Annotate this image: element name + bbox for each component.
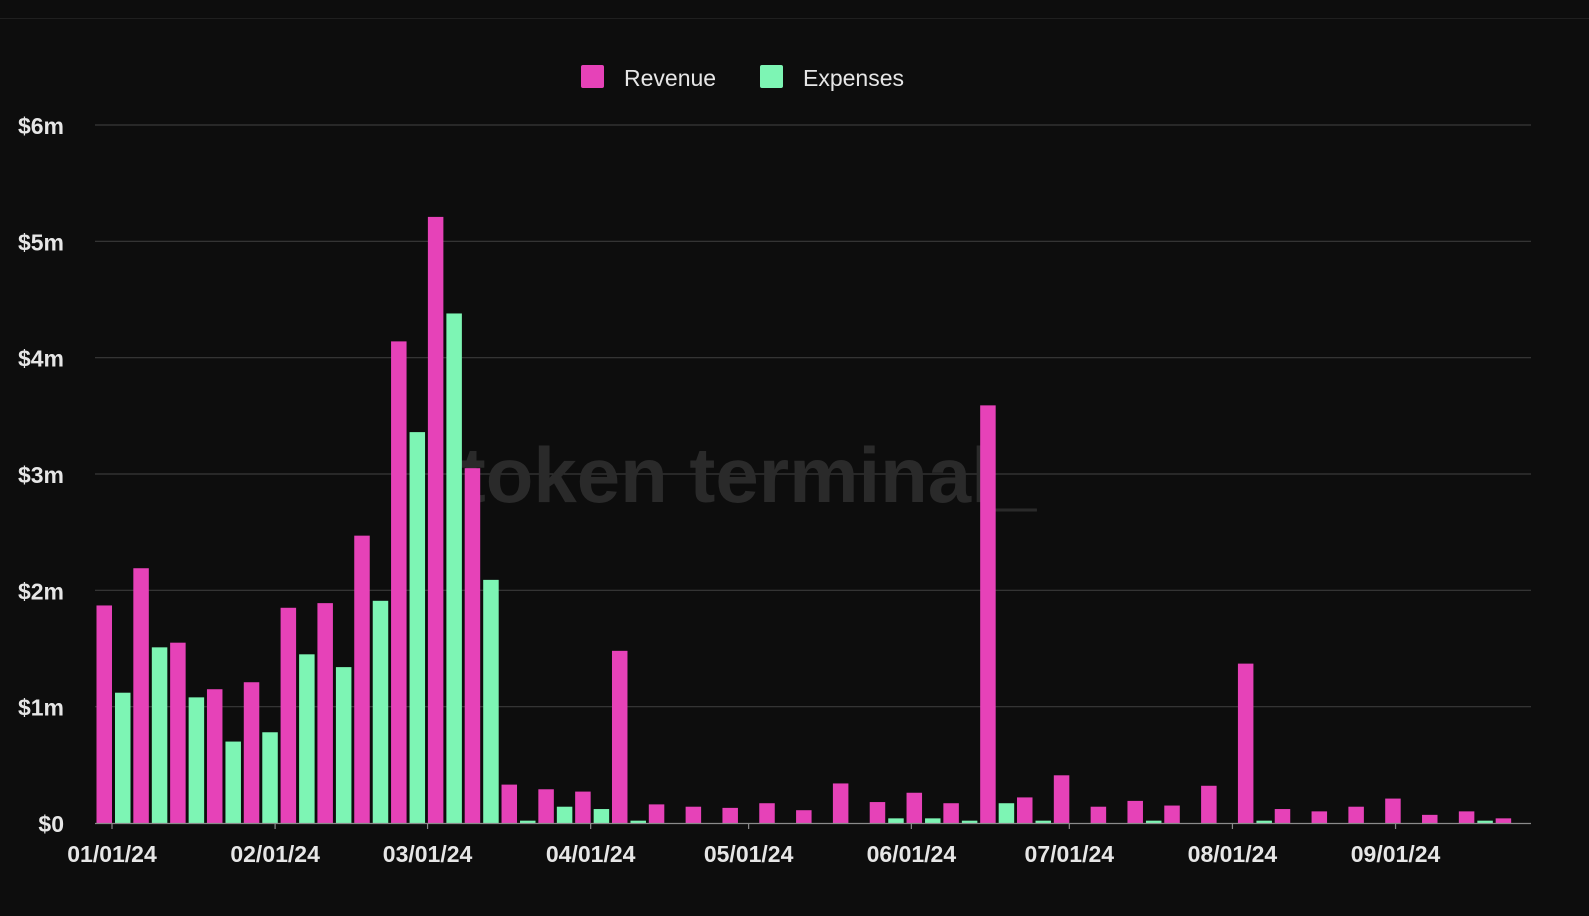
bar-revenue[interactable] <box>1164 805 1180 823</box>
bar-revenue[interactable] <box>685 806 702 823</box>
y-axis-tick-labels: $0 $1m $2m $3m $4m $5m $6m <box>18 113 64 837</box>
watermark: token terminal_ <box>460 431 1038 519</box>
y-tick-label: $1m <box>18 695 64 721</box>
bar-expenses[interactable] <box>556 806 573 823</box>
legend-label-expenses: Expenses <box>803 65 904 91</box>
bar-expenses[interactable] <box>446 313 462 823</box>
bar-expenses[interactable] <box>630 820 646 823</box>
y-tick-label: $2m <box>18 578 64 604</box>
x-tick-label: 02/01/24 <box>230 841 320 867</box>
bar-revenue[interactable] <box>1127 800 1143 823</box>
x-tick-label: 08/01/24 <box>1188 841 1278 867</box>
bar-revenue[interactable] <box>170 642 186 823</box>
bar-revenue[interactable] <box>1274 809 1291 823</box>
bar-revenue[interactable] <box>464 468 481 823</box>
bar-revenue[interactable] <box>980 405 996 823</box>
bar-revenue[interactable] <box>648 804 665 823</box>
bar-revenue[interactable] <box>1422 814 1438 823</box>
gridlines <box>95 124 1531 708</box>
bar-expenses[interactable] <box>262 732 278 823</box>
bar-revenue[interactable] <box>796 810 812 823</box>
bar-revenue[interactable] <box>1458 811 1475 823</box>
bar-revenue[interactable] <box>391 341 407 823</box>
bar-expenses[interactable] <box>1035 820 1052 823</box>
bars <box>96 216 1512 824</box>
bar-revenue[interactable] <box>501 784 518 823</box>
bar-expenses[interactable] <box>115 692 131 823</box>
bar-expenses[interactable] <box>483 579 499 823</box>
y-tick-label: $3m <box>18 462 64 488</box>
bar-revenue[interactable] <box>759 803 775 823</box>
bar-revenue[interactable] <box>427 216 444 824</box>
legend-item-revenue[interactable]: Revenue <box>581 65 716 91</box>
x-tick-label: 04/01/24 <box>546 841 636 867</box>
bar-revenue[interactable] <box>133 568 149 823</box>
bar-expenses[interactable] <box>225 741 241 823</box>
bar-revenue[interactable] <box>722 807 738 823</box>
legend-label-revenue: Revenue <box>624 65 716 91</box>
y-tick-label: $5m <box>18 229 64 255</box>
bar-revenue[interactable] <box>1495 818 1512 823</box>
bar-expenses[interactable] <box>335 667 352 823</box>
top-divider <box>0 18 1589 19</box>
bar-revenue[interactable] <box>575 791 591 823</box>
bar-revenue[interactable] <box>354 535 370 823</box>
bar-revenue[interactable] <box>280 607 297 823</box>
x-tick-label: 03/01/24 <box>383 841 473 867</box>
bar-expenses[interactable] <box>925 818 941 823</box>
x-tick-label: 07/01/24 <box>1025 841 1115 867</box>
x-axis-tick-labels: 01/01/24 02/01/24 03/01/24 04/01/24 05/01/24… <box>67 841 1440 867</box>
y-tick-label: $4m <box>18 346 64 372</box>
bar-revenue[interactable] <box>317 603 333 823</box>
bar-revenue[interactable] <box>1311 811 1328 823</box>
bar-revenue[interactable] <box>1385 798 1401 823</box>
bar-revenue[interactable] <box>1237 663 1254 823</box>
legend-swatch-expenses <box>760 65 783 88</box>
bar-expenses[interactable] <box>888 818 904 823</box>
bar-revenue[interactable] <box>1348 806 1364 823</box>
bar-expenses[interactable] <box>151 647 168 823</box>
legend-swatch-revenue <box>581 65 604 88</box>
x-axis <box>95 822 1531 829</box>
bar-expenses[interactable] <box>372 600 389 823</box>
bar-expenses[interactable] <box>593 809 610 823</box>
legend[interactable]: Revenue Expenses <box>581 65 904 91</box>
bar-expenses[interactable] <box>188 697 205 823</box>
bar-revenue[interactable] <box>1090 806 1107 823</box>
bar-expenses[interactable] <box>1477 820 1493 823</box>
bar-revenue[interactable] <box>243 682 260 823</box>
watermark-layer: token terminal_ <box>460 431 1038 519</box>
bar-revenue[interactable] <box>906 792 923 823</box>
bar-revenue[interactable] <box>1053 775 1070 823</box>
x-tick-label: 09/01/24 <box>1351 841 1441 867</box>
bar-revenue[interactable] <box>611 650 628 823</box>
bar-revenue[interactable] <box>96 605 113 823</box>
bar-expenses[interactable] <box>1256 820 1272 823</box>
x-tick-label: 06/01/24 <box>867 841 957 867</box>
bar-revenue[interactable] <box>1201 785 1217 823</box>
x-tick-label: 01/01/24 <box>67 841 157 867</box>
bar-expenses[interactable] <box>409 432 426 823</box>
bar-revenue[interactable] <box>538 789 554 823</box>
bar-expenses[interactable] <box>1145 820 1162 823</box>
bar-expenses[interactable] <box>998 803 1015 823</box>
y-tick-label: $6m <box>18 113 64 139</box>
bar-revenue[interactable] <box>832 783 849 823</box>
y-tick-label: $0 <box>38 811 64 837</box>
bar-revenue[interactable] <box>869 802 886 823</box>
bar-expenses[interactable] <box>520 820 536 823</box>
bar-revenue[interactable] <box>943 803 959 823</box>
x-tick-label: 05/01/24 <box>704 841 794 867</box>
legend-item-expenses[interactable]: Expenses <box>760 65 904 91</box>
bar-revenue[interactable] <box>1017 797 1033 823</box>
bar-revenue[interactable] <box>206 689 223 823</box>
bar-expenses[interactable] <box>299 654 315 823</box>
bar-expenses[interactable] <box>961 820 978 823</box>
